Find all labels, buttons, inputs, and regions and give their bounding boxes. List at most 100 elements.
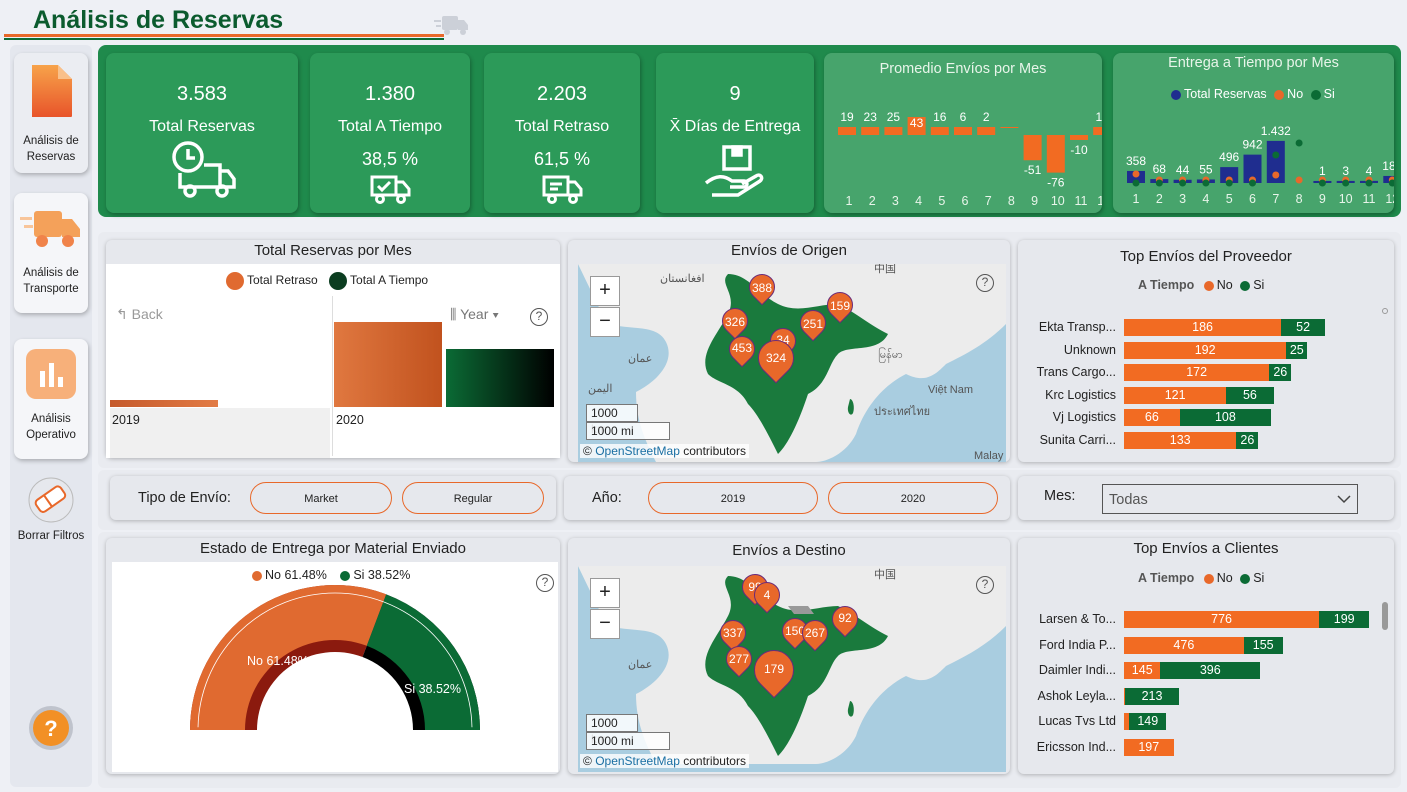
- clientes-bar-no[interactable]: [1124, 713, 1130, 731]
- clock-truck-icon: [172, 141, 236, 198]
- destino-map[interactable]: + − ? 中国 عمان 99 4 92 337 150 267 277 17…: [578, 566, 1006, 772]
- promedio-bar[interactable]: [907, 117, 926, 135]
- scroll-indicator[interactable]: [1382, 308, 1388, 314]
- proveedor-bar-si[interactable]: 52: [1281, 319, 1326, 336]
- proveedor-row[interactable]: Sunita Carri... 133 26: [1018, 431, 1394, 451]
- entrega-no-point[interactable]: [1295, 176, 1303, 184]
- clientes-bar-si[interactable]: 149: [1129, 713, 1167, 731]
- promedio-bar[interactable]: [1023, 135, 1042, 161]
- entrega-no-point[interactable]: [1132, 170, 1140, 178]
- clientes-row[interactable]: Larsen & To... 776 199: [1018, 610, 1394, 630]
- entrega-si-point[interactable]: [1365, 179, 1373, 187]
- clientes-bar-si[interactable]: 213: [1125, 687, 1179, 705]
- entrega-si-point[interactable]: [1388, 179, 1394, 187]
- entrega-month-label: 3: [1179, 192, 1186, 206]
- proveedor-bar-si[interactable]: 108: [1179, 409, 1272, 427]
- proveedor-panel: Top Envíos del Proveedor A Tiempo No Si …: [1018, 240, 1394, 462]
- entrega-si-point[interactable]: [1295, 139, 1303, 147]
- clientes-bar-no[interactable]: [1124, 687, 1126, 705]
- entrega-bar[interactable]: [1383, 175, 1394, 183]
- clientes-bar-no[interactable]: 197: [1124, 739, 1174, 756]
- clientes-bar-no[interactable]: 145: [1124, 662, 1161, 680]
- clientes-bar-si[interactable]: 199: [1319, 611, 1370, 628]
- map-label-afganistan: افغانستان: [660, 273, 705, 285]
- origen-help-icon[interactable]: ?: [976, 274, 994, 292]
- clientes-bar-si[interactable]: 155: [1243, 636, 1283, 654]
- origen-map[interactable]: + − ? افغانستان 中国 عمان اليمن မြန်မာ Việ…: [578, 264, 1006, 462]
- tipo-market-button[interactable]: Market: [250, 482, 392, 514]
- proveedor-bar-no[interactable]: 192: [1124, 341, 1287, 359]
- promedio-bar[interactable]: [1000, 127, 1019, 128]
- promedio-bar[interactable]: [838, 127, 856, 135]
- promedio-bar[interactable]: [954, 127, 972, 135]
- destino-help-icon[interactable]: ?: [976, 576, 994, 594]
- destino-zoom-out-button[interactable]: −: [590, 609, 620, 639]
- nav-analisis-transporte[interactable]: Análisis de Transporte: [14, 193, 88, 313]
- gauge-segment-no[interactable]: [190, 585, 387, 730]
- proveedor-bar-no[interactable]: 133: [1124, 432, 1237, 449]
- entrega-bar[interactable]: [1266, 140, 1285, 183]
- entrega-si-point[interactable]: [1155, 179, 1163, 187]
- clientes-bar-si[interactable]: 396: [1160, 662, 1261, 680]
- proveedor-row-name: Sunita Carri...: [1039, 433, 1116, 447]
- clientes-row[interactable]: Ford India P... 476 155: [1018, 636, 1394, 656]
- year-drill-button[interactable]: ⫼ Year ▾: [450, 306, 499, 323]
- proveedor-bar-no[interactable]: 172: [1124, 364, 1270, 382]
- entrega-si-point[interactable]: [1179, 179, 1187, 187]
- entrega-bar[interactable]: [1220, 167, 1239, 183]
- proveedor-row[interactable]: Unknown 192 25: [1018, 341, 1394, 361]
- proveedor-row[interactable]: Ekta Transp... 186 52: [1018, 318, 1394, 338]
- promedio-bar[interactable]: [861, 127, 880, 135]
- promedio-bar[interactable]: [1070, 135, 1088, 140]
- clientes-row[interactable]: Lucas Tvs Ltd 149: [1018, 712, 1394, 732]
- gauge-segment-si[interactable]: [366, 594, 480, 730]
- anio-2019-button[interactable]: 2019: [648, 482, 818, 514]
- proveedor-bar-si[interactable]: 56: [1226, 386, 1274, 404]
- proveedor-bar-no[interactable]: 121: [1124, 386, 1227, 404]
- destino-zoom-in-button[interactable]: +: [590, 578, 620, 608]
- proveedor-bar-si[interactable]: 26: [1269, 364, 1292, 382]
- nav-analisis-operativo[interactable]: Análisis Operativo: [14, 339, 88, 459]
- entrega-si-point[interactable]: [1132, 179, 1140, 187]
- entrega-bar[interactable]: [1243, 154, 1262, 183]
- entrega-si-point[interactable]: [1342, 179, 1350, 187]
- promedio-bar[interactable]: [884, 127, 903, 135]
- back-button[interactable]: ↰ Back: [116, 306, 163, 323]
- entrega-no-point[interactable]: [1272, 171, 1280, 179]
- osm-link[interactable]: OpenStreetMap: [595, 444, 680, 458]
- help-icon[interactable]: ?: [530, 308, 548, 326]
- proveedor-bar-si[interactable]: 25: [1286, 341, 1308, 359]
- estado-help-icon[interactable]: ?: [536, 574, 554, 592]
- tipo-regular-button[interactable]: Regular: [402, 482, 544, 514]
- proveedor-row[interactable]: Vj Logistics 66 108: [1018, 408, 1394, 428]
- promedio-bar[interactable]: [1093, 127, 1102, 135]
- question-icon[interactable]: ?: [28, 705, 74, 751]
- proveedor-bar-si[interactable]: 26: [1236, 432, 1259, 449]
- entrega-si-point[interactable]: [1318, 179, 1326, 187]
- proveedor-row[interactable]: Trans Cargo... 172 26: [1018, 363, 1394, 383]
- nav-analisis-reservas[interactable]: Análisis de Reservas: [14, 53, 88, 173]
- destino-osm-link[interactable]: OpenStreetMap: [595, 754, 680, 768]
- promedio-bar[interactable]: [930, 127, 949, 135]
- zoom-out-button[interactable]: −: [590, 307, 620, 337]
- proveedor-row[interactable]: Krc Logistics 121 56: [1018, 386, 1394, 406]
- proveedor-bar-no[interactable]: 186: [1124, 319, 1282, 336]
- clientes-row[interactable]: Ashok Leyla... 213: [1018, 687, 1394, 707]
- clientes-bar-no[interactable]: 476: [1124, 636, 1244, 654]
- promedio-bar[interactable]: [977, 127, 996, 135]
- clientes-scrollbar[interactable]: [1382, 602, 1388, 630]
- promedio-bar[interactable]: [1046, 135, 1065, 173]
- proveedor-bar-no[interactable]: 66: [1124, 409, 1180, 427]
- mes-dropdown[interactable]: Todas: [1102, 484, 1358, 514]
- entrega-si-point[interactable]: [1202, 179, 1210, 187]
- entrega-si-point[interactable]: [1272, 151, 1280, 159]
- entrega-data-label: 44: [1176, 163, 1190, 177]
- clientes-row[interactable]: Ericsson Ind... 197: [1018, 738, 1394, 758]
- clientes-bar-no[interactable]: 776: [1124, 611, 1320, 628]
- clientes-row[interactable]: Daimler Indi... 145 396: [1018, 661, 1394, 681]
- anio-2020-button[interactable]: 2020: [828, 482, 998, 514]
- entrega-si-point[interactable]: [1225, 179, 1233, 187]
- entrega-si-point[interactable]: [1249, 179, 1256, 187]
- clear-filters-button[interactable]: Borrar Filtros: [10, 475, 92, 545]
- zoom-in-button[interactable]: +: [590, 276, 620, 306]
